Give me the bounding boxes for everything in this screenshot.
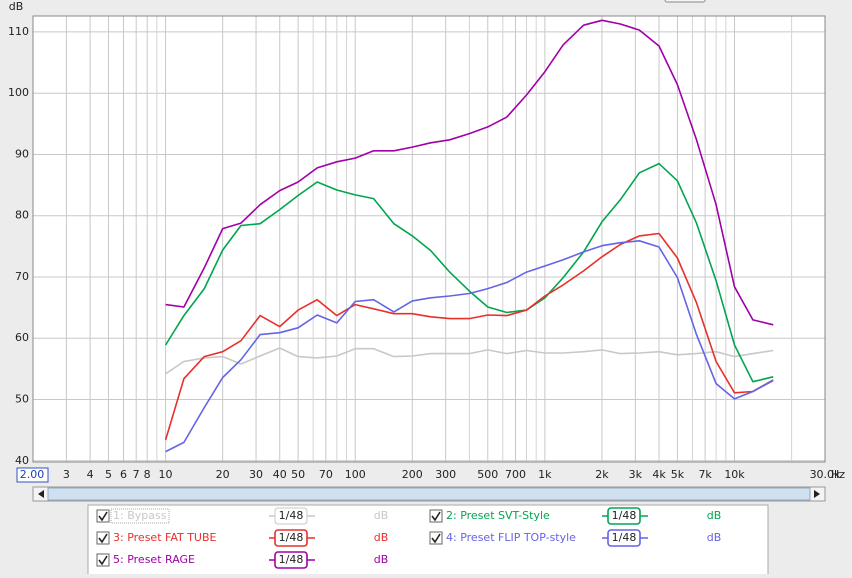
x-tick-label: 3k xyxy=(629,468,643,481)
series-line xyxy=(164,232,774,441)
x-tick-label: 2k xyxy=(595,468,609,481)
legend-checkbox[interactable] xyxy=(96,553,110,567)
legend-unit: dB xyxy=(374,531,389,544)
scroll-right[interactable] xyxy=(814,490,820,498)
legend-check[interactable] xyxy=(98,555,108,566)
y-tick-label: 70 xyxy=(15,270,29,283)
x-tick-label: 1k xyxy=(538,468,552,481)
smoothing-label[interactable]: 1/48 xyxy=(279,531,304,544)
x-tick-label: 8 xyxy=(144,468,151,481)
x-tick-label: 4 xyxy=(87,468,94,481)
x-tick-label: 3 xyxy=(63,468,70,481)
x-tick-label: 5 xyxy=(105,468,112,481)
plot-area xyxy=(32,15,826,463)
x-tick-label: 30.0k xyxy=(810,468,841,481)
legend-focus xyxy=(110,508,170,524)
lines xyxy=(164,19,774,453)
series-line xyxy=(165,19,774,326)
x-tick-label: 300 xyxy=(435,468,456,481)
x-tick-label: 5k xyxy=(671,468,685,481)
legend-label[interactable]: 4: Preset FLIP TOP-style xyxy=(446,531,576,544)
legend-unit: dB xyxy=(707,509,722,522)
legend-label[interactable]: 3: Preset FAT TUBE xyxy=(113,531,217,544)
x-tick-label: 4k xyxy=(652,468,666,481)
x-tick-label: 30 xyxy=(249,468,263,481)
y-unit: dB xyxy=(9,0,24,13)
x-tick-label: 6 xyxy=(120,468,127,481)
x-tick-label: 10k xyxy=(724,468,745,481)
y-tick-label: 90 xyxy=(15,147,29,160)
y-tick-label: 80 xyxy=(15,209,29,222)
x-tick-label: 2.00 xyxy=(20,468,45,481)
series-line xyxy=(165,240,774,453)
x-tick-label: 100 xyxy=(345,468,366,481)
x-tick-label: 50 xyxy=(291,468,305,481)
x-tick-label: 70 xyxy=(319,468,333,481)
legend-label[interactable]: 1: Bypass xyxy=(113,509,167,522)
smoothing-button[interactable] xyxy=(274,551,308,569)
legend-check[interactable] xyxy=(98,533,108,544)
legend-checkbox[interactable] xyxy=(429,509,443,523)
legend-check[interactable] xyxy=(431,511,441,522)
legend-panel xyxy=(87,504,769,578)
legend: 1: Bypass 1/48 dB 2: Preset SVT-Style 1/48 dB… xyxy=(96,507,722,569)
smoothing-button[interactable] xyxy=(274,529,308,547)
x-tick-label: 200 xyxy=(402,468,423,481)
smoothing-label[interactable]: 1/48 xyxy=(279,509,304,522)
series-line xyxy=(165,347,774,375)
y-tick-label: 100 xyxy=(8,86,29,99)
legend-checkbox[interactable] xyxy=(96,531,110,545)
scroll-thumb[interactable] xyxy=(47,487,811,501)
smoothing-label[interactable]: 1/48 xyxy=(612,531,637,544)
legend-checkbox[interactable] xyxy=(96,509,110,523)
smoothing-button[interactable] xyxy=(274,507,308,525)
x-tick-label: 7 xyxy=(133,468,140,481)
y-tick-label: 50 xyxy=(15,393,29,406)
grid xyxy=(32,16,826,462)
legend-check[interactable] xyxy=(431,533,441,544)
legend-check[interactable] xyxy=(98,511,108,522)
legend-unit: dB xyxy=(374,509,389,522)
series-line xyxy=(164,162,774,383)
x-tick-label: 20 xyxy=(216,468,230,481)
legend-checkbox[interactable] xyxy=(429,531,443,545)
x-unit: Hz xyxy=(831,468,845,481)
smoothing-button[interactable] xyxy=(607,529,641,547)
legend-label[interactable]: 2: Preset SVT-Style xyxy=(446,509,550,522)
x-tick-label: 40 xyxy=(273,468,287,481)
x-tick-label: 700 xyxy=(505,468,526,481)
x-origin-box xyxy=(16,467,49,483)
smoothing-label[interactable]: 1/48 xyxy=(279,553,304,566)
top-button[interactable] xyxy=(664,0,706,3)
legend-label[interactable]: 5: Preset RAGE xyxy=(113,553,195,566)
smoothing-button[interactable] xyxy=(607,507,641,525)
smoothing-label[interactable]: 1/48 xyxy=(612,509,637,522)
x-tick-label: 10 xyxy=(159,468,173,481)
y-tick-label: 110 xyxy=(8,25,29,38)
scroll-left[interactable] xyxy=(38,490,44,498)
x-tick-label: 500 xyxy=(477,468,498,481)
legend-unit: dB xyxy=(707,531,722,544)
y-tick-label: 60 xyxy=(15,331,29,344)
y-tick-label: 40 xyxy=(15,454,29,467)
legend-unit: dB xyxy=(374,553,389,566)
x-tick-label: 7k xyxy=(698,468,712,481)
scrollbar[interactable] xyxy=(32,486,826,502)
plot-border xyxy=(32,15,826,463)
